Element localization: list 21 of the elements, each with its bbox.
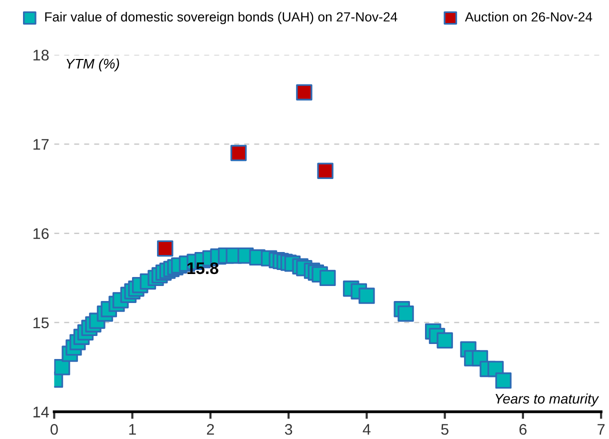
legend-label: Auction on 26-Nov-24 [464, 12, 592, 22]
y-tick-label: 16 [34, 228, 49, 240]
point [230, 144, 247, 162]
point [317, 162, 334, 179]
y-tick-label: 17 [34, 139, 49, 150]
legend-label: Fair value of domestic sovereign bonds (UAH) on 27-Nov-24 [45, 12, 398, 24]
x-axis-title: Years to maturity [496, 393, 600, 406]
x-tick-label: 0 [50, 424, 58, 435]
x-tick-label: 6 [519, 424, 527, 435]
x-tick-label: 1 [129, 424, 136, 435]
x-tick-label: 4 [362, 424, 371, 435]
x-tick-label: 5 [441, 424, 448, 435]
point [157, 240, 174, 257]
x-tick-label: 2 [206, 424, 214, 435]
y-axis-title: YTM (%) [66, 58, 120, 72]
y-tick-label: 14 [34, 406, 49, 418]
x-tick-label: 3 [284, 424, 292, 435]
y-tick-label: 15 [34, 318, 49, 328]
y-tick-label: 18 [34, 50, 49, 61]
point [296, 84, 312, 100]
x-tick-label: 7 [598, 424, 605, 435]
